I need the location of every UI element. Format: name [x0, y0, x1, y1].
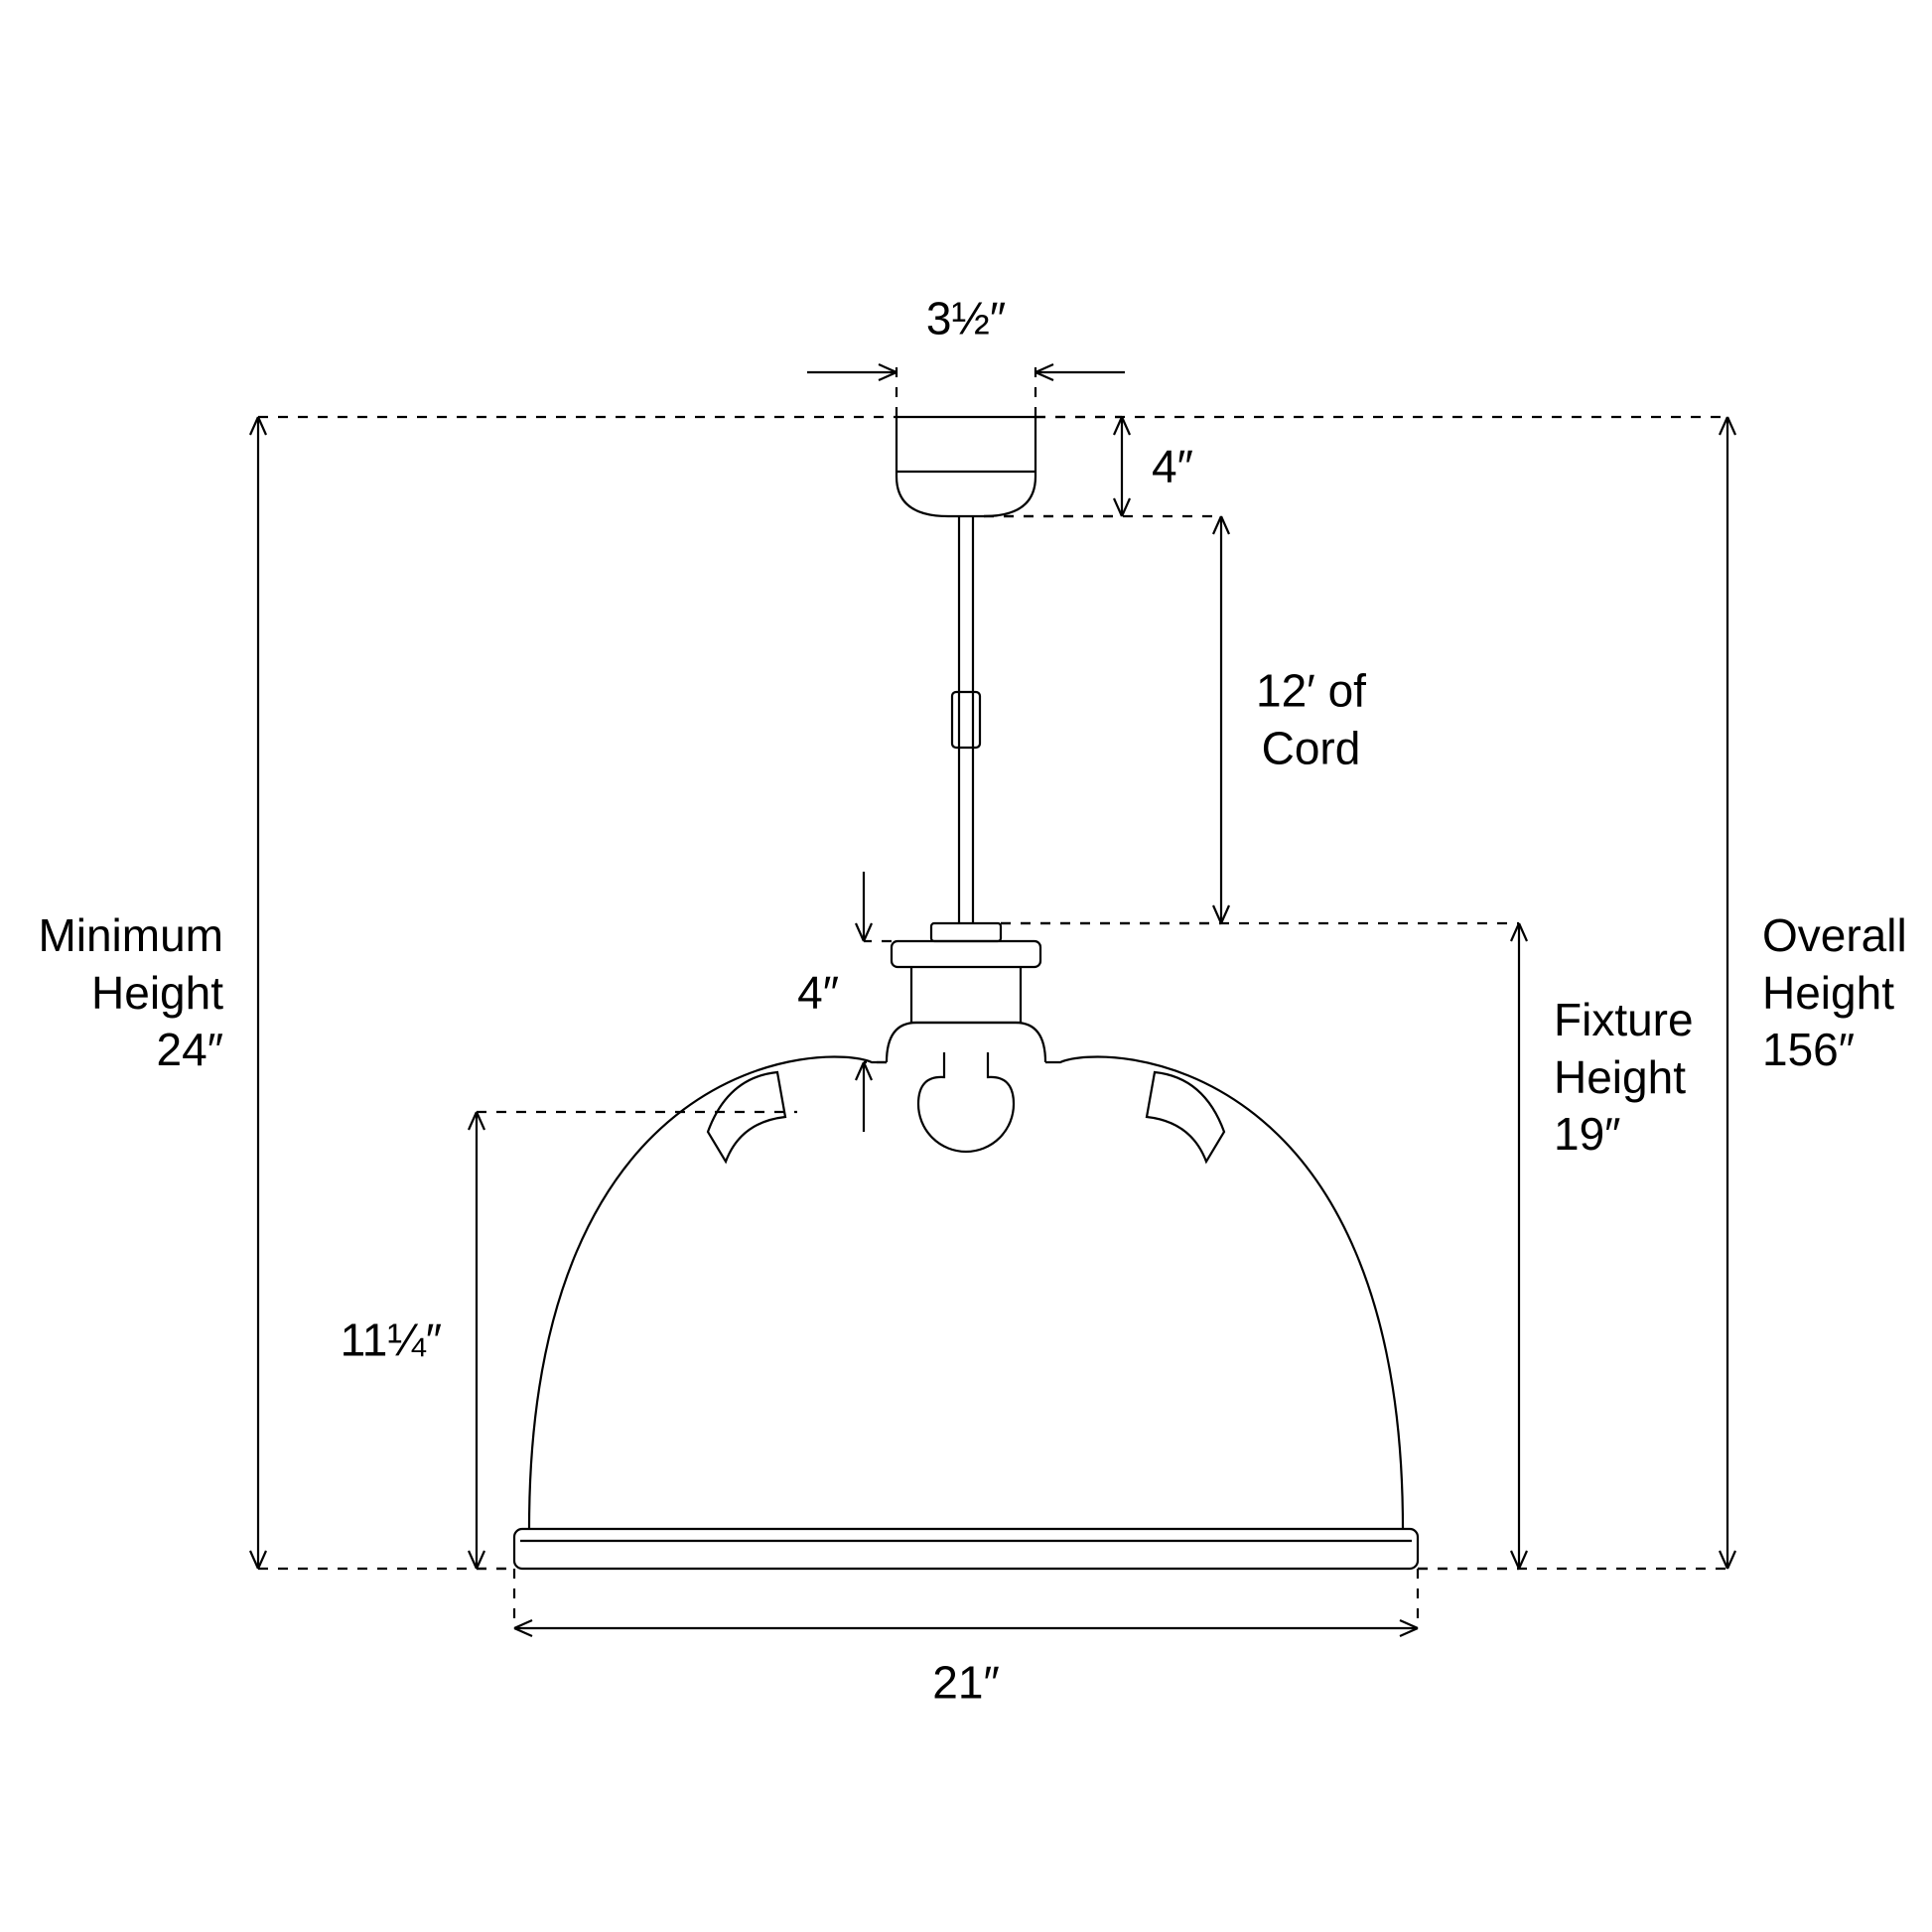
label-socket-height: 4″	[797, 964, 839, 1022]
diagram-stage: 3½″ 4″ 12′ of Cord 4″ 11¼″ 21″ Minimum H…	[0, 0, 1932, 1932]
label-canopy-width: 3½″	[926, 291, 1006, 348]
label-fixture-height: Fixture Height 19″	[1554, 992, 1694, 1164]
label-shade-width: 21″	[932, 1654, 999, 1712]
label-shade-height: 11¼″	[341, 1311, 442, 1369]
label-cord: 12′ of Cord	[1256, 663, 1366, 777]
label-overall-height: Overall Height 156″	[1762, 907, 1907, 1079]
label-canopy-height: 4″	[1152, 438, 1193, 495]
label-min-height: Minimum Height 24″	[38, 907, 223, 1079]
